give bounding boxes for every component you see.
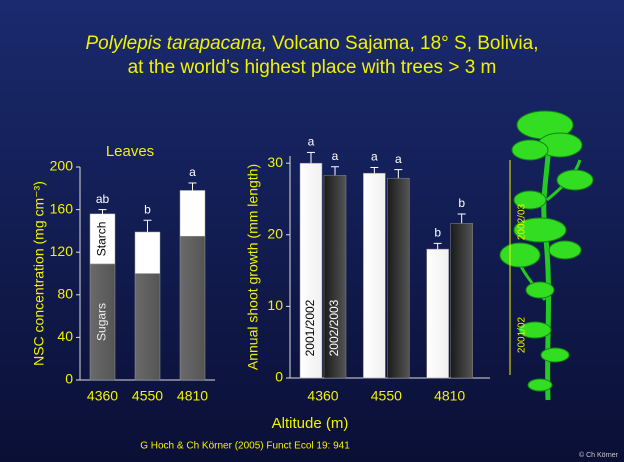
significance-letter: a (332, 149, 339, 163)
bar (363, 173, 385, 378)
citation: G Hoch & Ch Körner (2005) Funct Ecol 19:… (140, 441, 350, 452)
copyright: © Ch Körner (579, 451, 619, 459)
y-tick-label: 80 (57, 286, 73, 302)
y-tick-label: 0 (275, 369, 283, 385)
segment-label: Starch (95, 222, 109, 257)
chart-title: Leaves (106, 143, 154, 160)
significance-letter: ab (96, 192, 110, 206)
bar-segment (180, 236, 205, 380)
bar (451, 223, 473, 378)
title-species: Polylepis tarapacana, (85, 33, 267, 54)
y-tick-label: 20 (267, 225, 283, 241)
plant-label: 2002/03 (517, 203, 528, 240)
y-tick-label: 0 (65, 371, 73, 387)
page: { "slide": { "title_italic": "Polylepis … (0, 0, 624, 462)
title-line-2: at the world’s highest place with trees … (128, 57, 497, 78)
bar-segment (135, 274, 160, 381)
y-tick-label: 200 (50, 158, 74, 174)
y-axis-label: Annual shoot growth (mm length) (245, 164, 261, 370)
series-label: 2002/2003 (327, 299, 341, 356)
significance-letter: b (144, 202, 151, 216)
y-tick-label: 160 (50, 200, 74, 216)
segment-label: Sugars (95, 303, 109, 341)
title-line-1: Polylepis tarapacana,Volcano Sajama, 18°… (85, 33, 538, 54)
bar-segment (135, 232, 160, 274)
y-tick-label: 30 (267, 154, 283, 170)
significance-letter: a (371, 150, 378, 164)
y-tick-label: 40 (57, 328, 73, 344)
x-tick-label: 4810 (434, 388, 465, 404)
x-tick-label: 4550 (132, 388, 163, 404)
x-tick-label: 4550 (371, 388, 402, 404)
y-axis-label: NSC concentration (mg cm⁻³) (31, 181, 47, 366)
x-tick-label: 4360 (307, 388, 338, 404)
x-tick-label: 4810 (177, 388, 208, 404)
bar (387, 178, 409, 378)
title-location: Volcano Sajama, 18° S, Bolivia, (272, 33, 538, 54)
series-label: 2001/2002 (303, 299, 317, 356)
x-axis-label: Altitude (m) (272, 415, 349, 432)
significance-letter: b (458, 196, 465, 210)
y-tick-label: 10 (267, 297, 283, 313)
slide: Polylepis tarapacana,Volcano Sajama, 18°… (0, 0, 624, 462)
x-tick-label: 4360 (87, 388, 118, 404)
significance-letter: a (189, 165, 196, 179)
significance-letter: b (434, 226, 441, 240)
significance-letter: a (395, 152, 402, 166)
bar (427, 249, 449, 378)
y-tick-label: 120 (50, 243, 74, 259)
bar-segment (180, 190, 205, 236)
significance-letter: a (308, 135, 315, 149)
plant-label: 2001/02 (517, 316, 528, 353)
